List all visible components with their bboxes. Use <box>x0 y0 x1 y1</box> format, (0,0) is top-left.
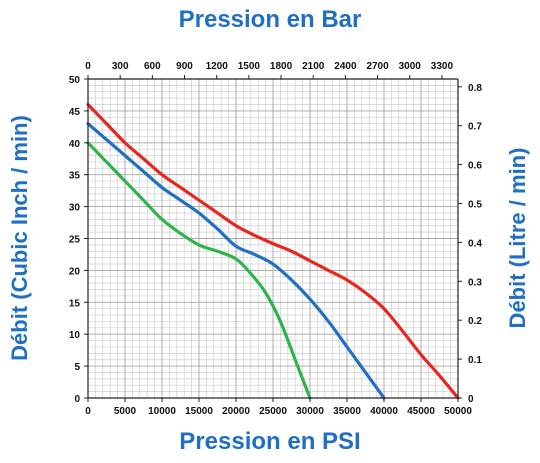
x-tick-label-psi: 35000 <box>333 406 361 417</box>
x-tick-label-psi: 0 <box>85 406 91 417</box>
y-tick-label-right: 0.7 <box>468 122 482 133</box>
x-tick-label-bar: 1800 <box>270 61 293 72</box>
x-tick-label-bar: 300 <box>112 61 129 72</box>
series-line-red <box>86 102 460 400</box>
x-tick-label-psi: 40000 <box>370 406 398 417</box>
y-tick-label-left: 40 <box>69 139 81 150</box>
y-tick-label-left: 5 <box>74 362 80 373</box>
y-tick-label-left: 10 <box>69 330 81 341</box>
x-tick-label-psi: 15000 <box>185 406 213 417</box>
y-tick-label-right: 0.4 <box>468 238 482 249</box>
y-tick-label-left: 20 <box>69 266 81 277</box>
x-tick-label-psi: 45000 <box>407 406 435 417</box>
y-tick-label-right: 0.8 <box>468 83 482 94</box>
x-tick-label-psi: 25000 <box>259 406 287 417</box>
x-axis-label: Pression en PSI <box>179 428 361 455</box>
y-tick-label-left: 15 <box>69 298 81 309</box>
y-tick-label-left: 45 <box>69 107 81 118</box>
y-tick-label-left: 25 <box>69 235 81 246</box>
x-tick-label-psi: 30000 <box>296 406 324 417</box>
x-tick-label-psi: 10000 <box>148 406 176 417</box>
series-layer <box>86 102 460 400</box>
x-tick-label-bar: 2400 <box>334 61 357 72</box>
x-tick-label-bar: 0 <box>85 61 91 72</box>
series-line-blue <box>86 122 386 400</box>
tick-labels: 0 5000 10000 15000 20000 25000 30000 35000 40000… <box>69 61 482 417</box>
x-tick-label-bar: 1200 <box>206 61 229 72</box>
y-tick-label-right: 0.3 <box>468 277 482 288</box>
x-tick-label-psi: 5000 <box>114 406 137 417</box>
y-tick-label-left: 50 <box>69 75 81 86</box>
x-tick-label-psi: 50000 <box>444 406 472 417</box>
x-tick-label-bar: 600 <box>144 61 161 72</box>
y-tick-label-left: 0 <box>74 394 80 405</box>
y-tick-label-right: 0 <box>468 394 474 405</box>
x-tick-label-bar: 3300 <box>431 61 454 72</box>
x-tick-label-bar: 2100 <box>302 61 325 72</box>
y-tick-label-right: 0.1 <box>468 355 482 366</box>
x-tick-label-bar: 2700 <box>366 61 389 72</box>
series-line-green <box>86 141 312 400</box>
axes <box>84 75 462 402</box>
x-tick-label-bar: 1500 <box>238 61 261 72</box>
y-tick-label-right: 0.6 <box>468 161 482 172</box>
x-tick-label-psi: 20000 <box>222 406 250 417</box>
x-tick-label-bar: 3000 <box>399 61 422 72</box>
y-tick-label-right: 0.2 <box>468 316 482 327</box>
y-tick-label-right: 0.5 <box>468 199 482 210</box>
y-tick-label-left: 30 <box>69 203 81 214</box>
chart-title-top: Pression en Bar <box>178 6 362 33</box>
y-tick-label-left: 35 <box>69 171 81 182</box>
x-tick-label-bar: 900 <box>176 61 193 72</box>
grid <box>88 79 458 398</box>
